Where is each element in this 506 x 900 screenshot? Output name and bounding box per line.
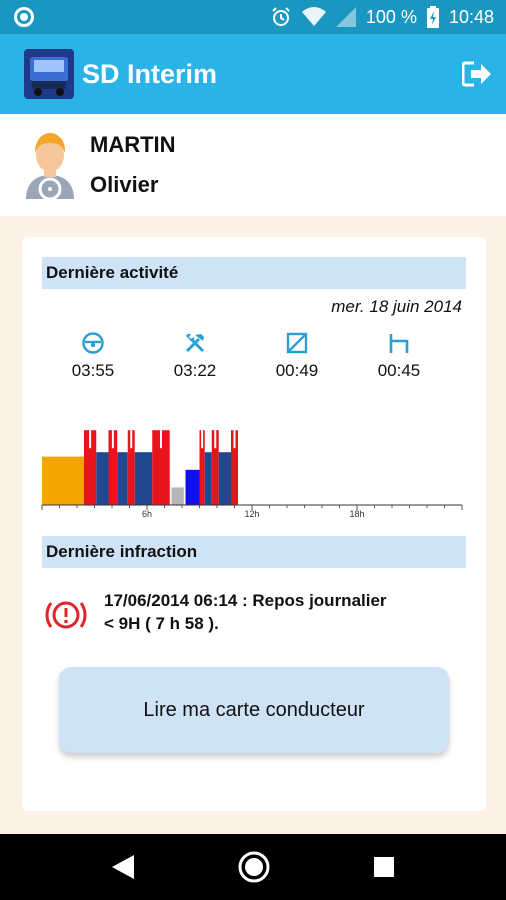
driver-last-name: MARTIN <box>90 132 176 157</box>
stat-rest-value: 00:45 <box>377 361 421 380</box>
chart-tick-label: 12h <box>244 509 259 517</box>
driver-avatar-icon <box>22 131 78 201</box>
rest-bed-icon <box>389 334 409 353</box>
activity-date: mer. 18 juin 2014 <box>331 297 462 316</box>
chart-bar-work <box>108 430 118 505</box>
battery-charging-icon <box>426 6 439 28</box>
status-bar: 100 % 10:48 <box>0 0 506 34</box>
stat-availability-value: 00:49 <box>275 361 319 380</box>
recents-icon[interactable] <box>372 855 396 879</box>
chart-bar-drive <box>96 452 109 505</box>
chart-bar-drive <box>117 452 128 505</box>
driver-header: MARTIN Olivier <box>0 114 506 216</box>
driver-first-name: Olivier <box>90 172 159 197</box>
chart-bar-work <box>231 430 238 505</box>
infraction-line-1: 17/06/2014 06:14 : Repos journalier <box>104 591 387 610</box>
stat-work-value: 03:22 <box>173 361 217 380</box>
logout-icon <box>462 61 491 87</box>
battery-percent: 100 % <box>365 6 417 27</box>
stat-rest: 00:45 <box>348 331 450 381</box>
alarm-icon <box>272 7 290 26</box>
chart-bar-work <box>152 430 170 505</box>
back-icon[interactable] <box>110 853 136 881</box>
stat-driving: 03:55 <box>42 331 144 381</box>
chart-tick-label: 18h <box>349 509 364 517</box>
chart-bar-work <box>127 430 135 505</box>
chart-bar-drive <box>204 452 212 505</box>
clock: 10:48 <box>448 6 494 27</box>
chart-bar-work <box>199 430 205 505</box>
activity-chart: 6h 12h 18h <box>41 430 463 517</box>
chart-bar-drive <box>218 452 231 505</box>
activity-stats: 03:55 03:22 00:49 00:45 <box>42 331 466 381</box>
app-title: SD Interim <box>82 58 218 89</box>
wifi-icon <box>301 7 326 27</box>
read-driver-card-button[interactable]: Lire ma carte conducteur <box>59 667 449 753</box>
stat-driving-value: 03:55 <box>71 361 115 380</box>
chart-bar-unknown <box>42 456 84 505</box>
availability-icon <box>286 332 308 354</box>
driving-wheel-icon <box>82 332 104 354</box>
infraction-line-2: < 9H ( 7 h 58 ). <box>104 614 219 633</box>
stat-work: 03:22 <box>144 331 246 381</box>
last-infraction-title: Dernière infraction <box>42 536 466 568</box>
notification-ring-icon <box>14 7 34 27</box>
last-activity-title: Dernière activité <box>42 257 466 289</box>
infraction-item: 17/06/2014 06:14 : Repos journalier < 9H… <box>44 589 464 637</box>
signal-icon <box>335 7 356 27</box>
system-nav-bar <box>0 834 506 900</box>
chart-bar-work <box>211 430 219 505</box>
home-icon[interactable] <box>237 850 271 884</box>
chart-tick-label: 6h <box>142 509 152 517</box>
alert-circle-icon <box>45 601 87 629</box>
stat-availability: 00:49 <box>246 331 348 381</box>
logout-button[interactable] <box>460 57 494 91</box>
chart-bar-drive <box>134 452 153 505</box>
chart-bar-break <box>171 487 184 505</box>
activity-card: Dernière activité mer. 18 juin 2014 03:5… <box>22 237 486 811</box>
chart-bar-work <box>84 430 97 505</box>
app-bar: SD Interim <box>0 34 506 114</box>
chart-bar-availability <box>185 469 200 505</box>
truck-logo <box>24 49 74 99</box>
tools-work-icon <box>185 333 205 353</box>
